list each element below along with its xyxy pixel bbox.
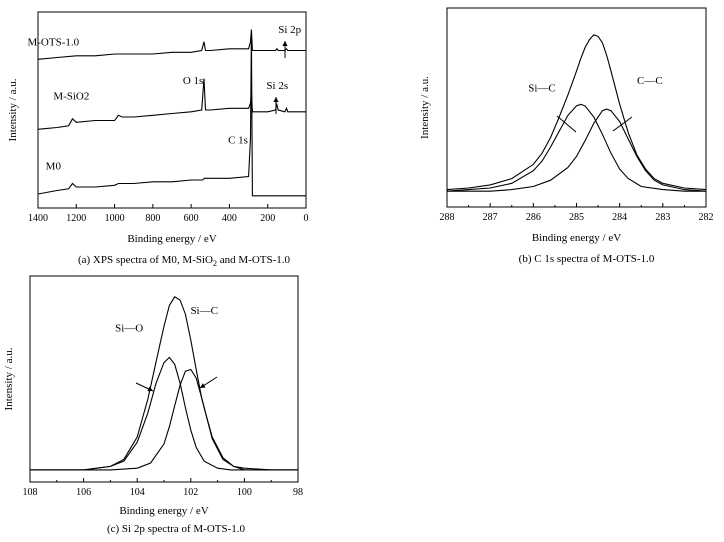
series-line (37, 78, 306, 130)
annotation-arrow (556, 115, 577, 133)
series-line (30, 368, 298, 471)
x-tick-label: 106 (76, 487, 91, 498)
chart-panel-a: 1400 1200 1000 800 600 400 200 0 Binding energy … (7, 11, 309, 268)
x-tick-label: 283 (655, 212, 670, 223)
annotation-label: Si—C (528, 83, 556, 95)
series-line (446, 34, 707, 191)
series-line (446, 103, 706, 192)
chart-caption: (b) C 1s spectra of M-OTS-1.0 (519, 253, 655, 265)
series-line (37, 29, 306, 60)
annotation-label: M0 (46, 161, 62, 173)
x-tick-label: 284 (612, 212, 627, 223)
x-tick-label: 600 (184, 213, 199, 224)
plot-frame (446, 7, 707, 208)
chart-caption: (a) XPS spectra of M0, M-SiO2 and M-OTS-… (78, 254, 291, 268)
chart-caption: (c) Si 2p spectra of M-OTS-1.0 (107, 523, 246, 535)
annotation-arrowhead (273, 97, 279, 102)
y-axis-label: Intensity / a.u. (7, 78, 19, 141)
series-line (30, 356, 298, 471)
annotation-arrowhead (200, 383, 206, 388)
plot-frame (37, 11, 307, 209)
x-tick-label: 400 (222, 213, 237, 224)
x-tick-label: 1200 (66, 213, 86, 224)
x-axis-label: Binding energy / eV (532, 232, 621, 244)
x-tick-label: 287 (483, 212, 498, 223)
y-axis-label: Intensity / a.u. (3, 347, 15, 410)
annotation-label: C 1s (228, 134, 248, 146)
series-line (447, 108, 707, 192)
x-tick-label: 1400 (28, 213, 48, 224)
x-tick-label: 282 (699, 212, 714, 223)
annotation-arrow (612, 116, 633, 132)
x-tick-label: 108 (23, 487, 38, 498)
annotation-arrowhead (147, 386, 153, 392)
x-tick-label: 800 (145, 213, 160, 224)
annotation-label: M-SiO2 (53, 91, 89, 103)
x-tick-label: 286 (526, 212, 541, 223)
chart-panel-c: 108 106 104 102 100 98 Binding energy / eV Inte… (3, 275, 303, 535)
plot-frame (29, 275, 299, 483)
y-axis-label: Intensity / a.u. (419, 76, 431, 139)
annotation-arrowhead (282, 41, 288, 46)
x-tick-label: 0 (304, 213, 309, 224)
x-tick-label: 285 (569, 212, 584, 223)
x-tick-label: 104 (130, 487, 145, 498)
series-line (37, 32, 306, 197)
x-tick-label: 288 (440, 212, 455, 223)
x-tick-label: 98 (293, 487, 303, 498)
annotation-label: C—C (637, 75, 663, 87)
annotation-label: Si 2p (278, 24, 301, 36)
annotation-label: M-OTS-1.0 (27, 36, 79, 48)
x-tick-label: 1000 (105, 213, 125, 224)
chart-panel-b: 288 287 286 285 284 283 282 Binding energy / eV… (419, 7, 714, 265)
x-axis-label: Binding energy / eV (119, 505, 208, 517)
x-tick-label: 100 (237, 487, 252, 498)
annotation-label: Si—C (190, 305, 218, 317)
x-tick-label: 200 (260, 213, 275, 224)
annotation-label: Si 2s (266, 80, 288, 92)
annotation-label: O 1s (183, 75, 203, 87)
x-tick-label: 102 (183, 487, 198, 498)
x-axis-label: Binding energy / eV (127, 233, 216, 245)
annotation-label: Si—O (115, 322, 143, 334)
